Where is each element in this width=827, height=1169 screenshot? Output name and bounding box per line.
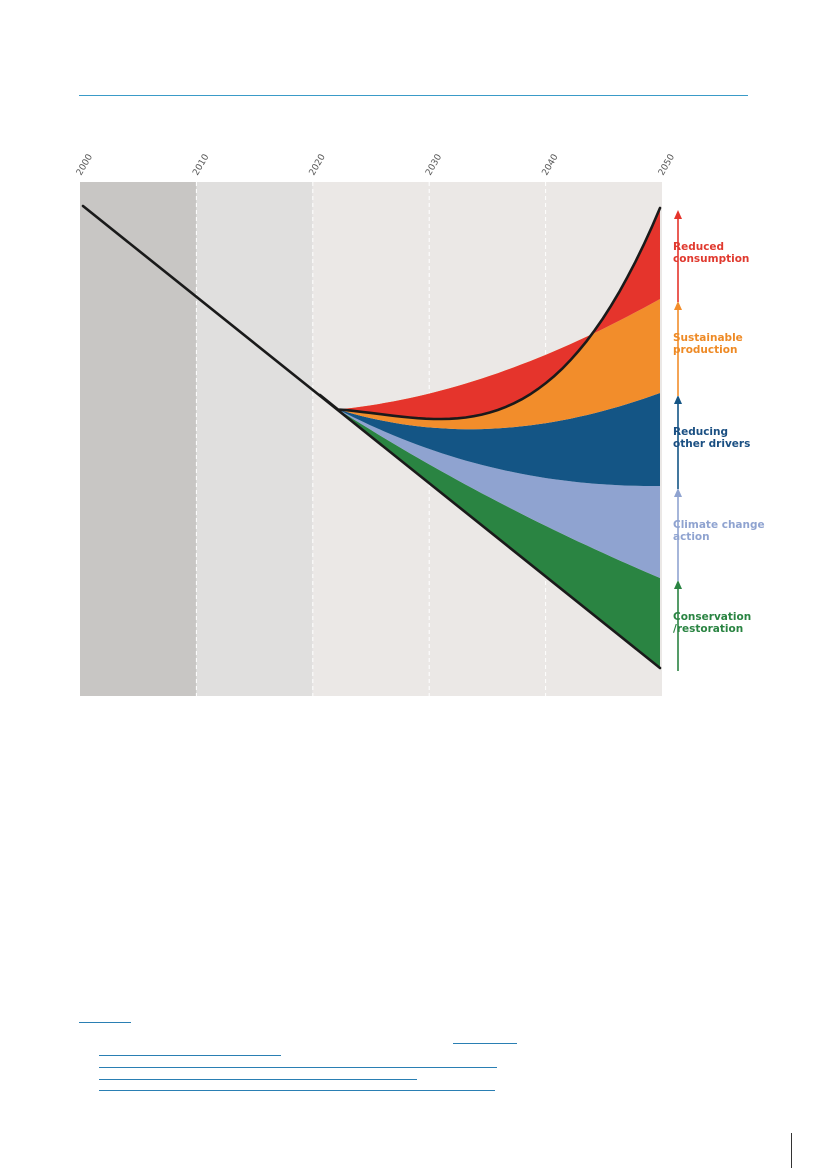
arrow-head-3 <box>674 301 682 310</box>
tick-label-2010: 2010 <box>191 152 211 177</box>
band-reducing-other-drivers <box>320 393 660 486</box>
tick-label-2020: 2020 <box>308 152 328 177</box>
tick-label-2050: 2050 <box>657 152 677 177</box>
trend-lines <box>81 204 662 670</box>
lever-label-0-line2: /restoration <box>673 623 743 635</box>
footnote-link-2a[interactable] <box>453 1043 517 1044</box>
lever-label-2-line2: other drivers <box>673 438 750 450</box>
arrow-head-1 <box>674 488 682 497</box>
arrow-head-2 <box>674 395 682 404</box>
header-rule <box>79 95 748 96</box>
period-band-1 <box>196 182 313 696</box>
footnote-link-4[interactable] <box>99 1090 495 1091</box>
lever-label-1-line2: action <box>673 531 710 543</box>
footnote-link-1[interactable] <box>79 1022 131 1023</box>
lever-label-3-line2: production <box>673 344 737 356</box>
band-climate-change-action <box>320 395 660 578</box>
lever-label-4-line1: Reduced <box>673 241 724 253</box>
lever-arrows <box>674 210 682 671</box>
biodiversity-pathway-chart: 2000 2010 2020 2030 2040 2050 Conservation/re… <box>75 152 765 696</box>
period-band-0 <box>80 182 197 696</box>
footnote-link-3a[interactable] <box>99 1067 497 1068</box>
lever-label-1-line1: Climate change <box>673 519 765 531</box>
lever-label-3-line1: Sustainable <box>673 332 743 344</box>
lever-labels: Conservation/restoration Climate changeac… <box>673 241 765 635</box>
tick-label-2030: 2030 <box>424 152 444 177</box>
lever-label-2-line1: Reducing <box>673 426 728 438</box>
lever-label-4-line2: consumption <box>673 253 749 265</box>
footnote-link-3b[interactable] <box>99 1079 417 1080</box>
year-gridlines <box>195 182 547 696</box>
tick-label-2000: 2000 <box>75 152 95 177</box>
x-axis-ticks: 2000 2010 2020 2030 2040 2050 <box>75 152 677 177</box>
arrow-head-0 <box>674 580 682 589</box>
lever-label-0-line1: Conservation <box>673 611 751 623</box>
bend-the-curve-line <box>318 206 662 421</box>
arrow-head-4 <box>674 210 682 219</box>
footnote-link-2b[interactable] <box>99 1055 281 1056</box>
band-reduced-consumption <box>320 208 660 419</box>
page-edge-rule <box>791 1133 792 1168</box>
band-sustainable-production <box>320 299 660 430</box>
tick-label-2040: 2040 <box>541 152 561 177</box>
business-as-usual-line <box>81 204 662 670</box>
